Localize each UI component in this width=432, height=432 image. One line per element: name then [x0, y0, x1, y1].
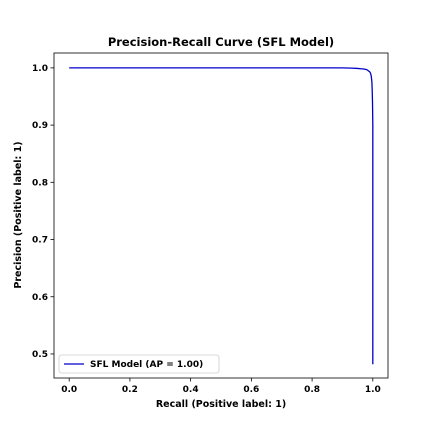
- y-tick-label: 0.9: [32, 121, 48, 131]
- x-tick-label: 0.0: [61, 385, 77, 395]
- legend: SFL Model (AP = 1.00): [58, 354, 220, 374]
- x-tick-label: 0.8: [304, 385, 320, 395]
- y-axis-label: Precision (Positive label: 1): [13, 141, 24, 288]
- y-tick-label: 0.6: [32, 293, 48, 303]
- y-tick-label: 1.0: [32, 64, 48, 74]
- legend-label: SFL Model (AP = 1.00): [90, 360, 203, 370]
- x-axis-label: Recall (Positive label: 1): [156, 399, 286, 410]
- x-tick-label: 0.2: [122, 385, 138, 395]
- plot-frame: [53, 52, 389, 379]
- y-tick-label: 0.7: [32, 236, 48, 246]
- y-tick-label: 0.8: [32, 178, 48, 188]
- pr-curve-line: [69, 67, 374, 365]
- chart-title: Precision-Recall Curve (SFL Model): [108, 35, 334, 49]
- x-tick-label: 1.0: [365, 385, 381, 395]
- series-layer: [69, 67, 374, 365]
- y-axis: 0.5 0.6 0.7 0.8 0.9 1.0: [32, 64, 54, 360]
- plot-area: [53, 52, 389, 379]
- legend-box: [58, 354, 220, 374]
- x-tick-label: 0.4: [183, 385, 199, 395]
- x-axis: 0.0 0.2 0.4 0.6 0.8 1.0: [61, 378, 381, 395]
- x-tick-label: 0.6: [243, 385, 259, 395]
- y-tick-label: 0.5: [32, 350, 48, 360]
